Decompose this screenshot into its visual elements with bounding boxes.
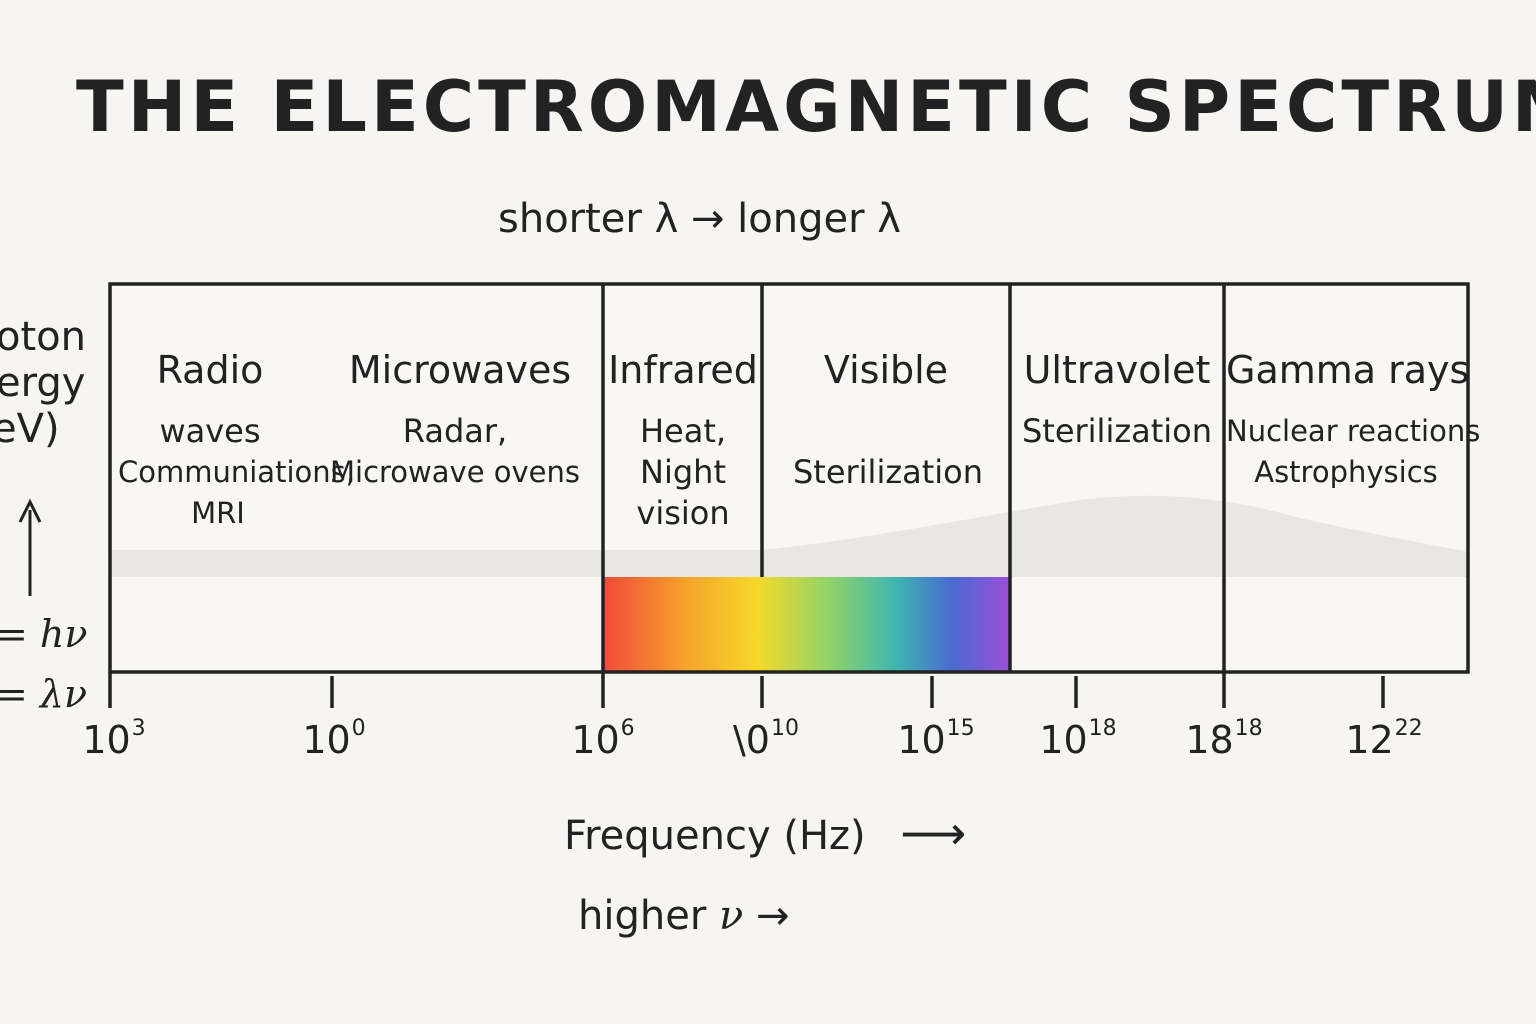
tick-label-7: 1818	[1185, 716, 1263, 762]
band-desc-radio-2: Communiations,	[118, 455, 355, 489]
band-desc-radio-3: MRI	[191, 496, 245, 530]
energy-arrow-head-icon	[18, 498, 42, 523]
frequency-caption: Frequency (Hz) ⟶	[564, 806, 966, 860]
band-name-radio: Radio	[156, 348, 264, 392]
band-name-gamma: Gamma rays	[1226, 348, 1470, 392]
tick-label-3: 106	[571, 716, 635, 762]
energy-shade-band	[110, 495, 1468, 577]
side-label-line1: oton	[0, 314, 86, 360]
side-equation-energy: = hν	[0, 612, 88, 656]
band-desc-microwaves-2: Microwave ovens	[330, 455, 580, 489]
band-desc-infrared-1: Heat,	[639, 412, 727, 450]
side-label-line2: ergy	[0, 360, 86, 406]
side-label-line3: eV)	[0, 406, 60, 452]
band-name-visible: Visible	[823, 348, 949, 392]
side-equation-wave: = λν	[0, 672, 88, 716]
band-desc-infrared-3: vision	[636, 494, 730, 532]
wavelength-caption: shorter λ → longer λ	[498, 196, 901, 242]
tick-label-8: 1222	[1345, 716, 1423, 762]
tick-label-2: 100	[302, 716, 366, 762]
tick-label-4: \010	[733, 716, 799, 762]
band-name-ultraviolet: Ultravolet	[1023, 348, 1211, 392]
band-desc-ultraviolet-1: Sterilization	[1021, 412, 1213, 450]
spectrum-frame	[108, 282, 1470, 674]
band-desc-radio-1: waves	[159, 412, 261, 450]
nu-caption: higher ν →	[578, 893, 790, 939]
band-desc-gamma-2: Astrophysics	[1254, 455, 1438, 489]
tick-label-1: 103	[82, 716, 146, 762]
tick-label-6: 1018	[1039, 716, 1117, 762]
band-desc-visible-1: Sterilization	[792, 453, 984, 491]
band-desc-microwaves-1: Radar,	[402, 412, 508, 450]
frequency-caption-text: Frequency (Hz)	[564, 813, 866, 859]
band-name-microwaves: Microwaves	[348, 348, 572, 392]
nu-arrow-icon: →	[756, 893, 790, 939]
nu-caption-symbol: ν	[718, 893, 744, 939]
band-desc-infrared-2: Night	[640, 453, 726, 491]
band-desc-gamma-1: Nuclear reactions	[1226, 414, 1481, 448]
page-title: THE ELECTROMAGNETIC SPECTRUM	[76, 66, 1536, 148]
visible-color-gradient	[603, 577, 1009, 672]
tick-label-5: 1015	[897, 716, 975, 762]
frequency-arrow-icon: ⟶	[900, 806, 967, 860]
nu-caption-text: higher	[578, 893, 707, 939]
band-name-infrared: Infrared	[608, 348, 758, 392]
